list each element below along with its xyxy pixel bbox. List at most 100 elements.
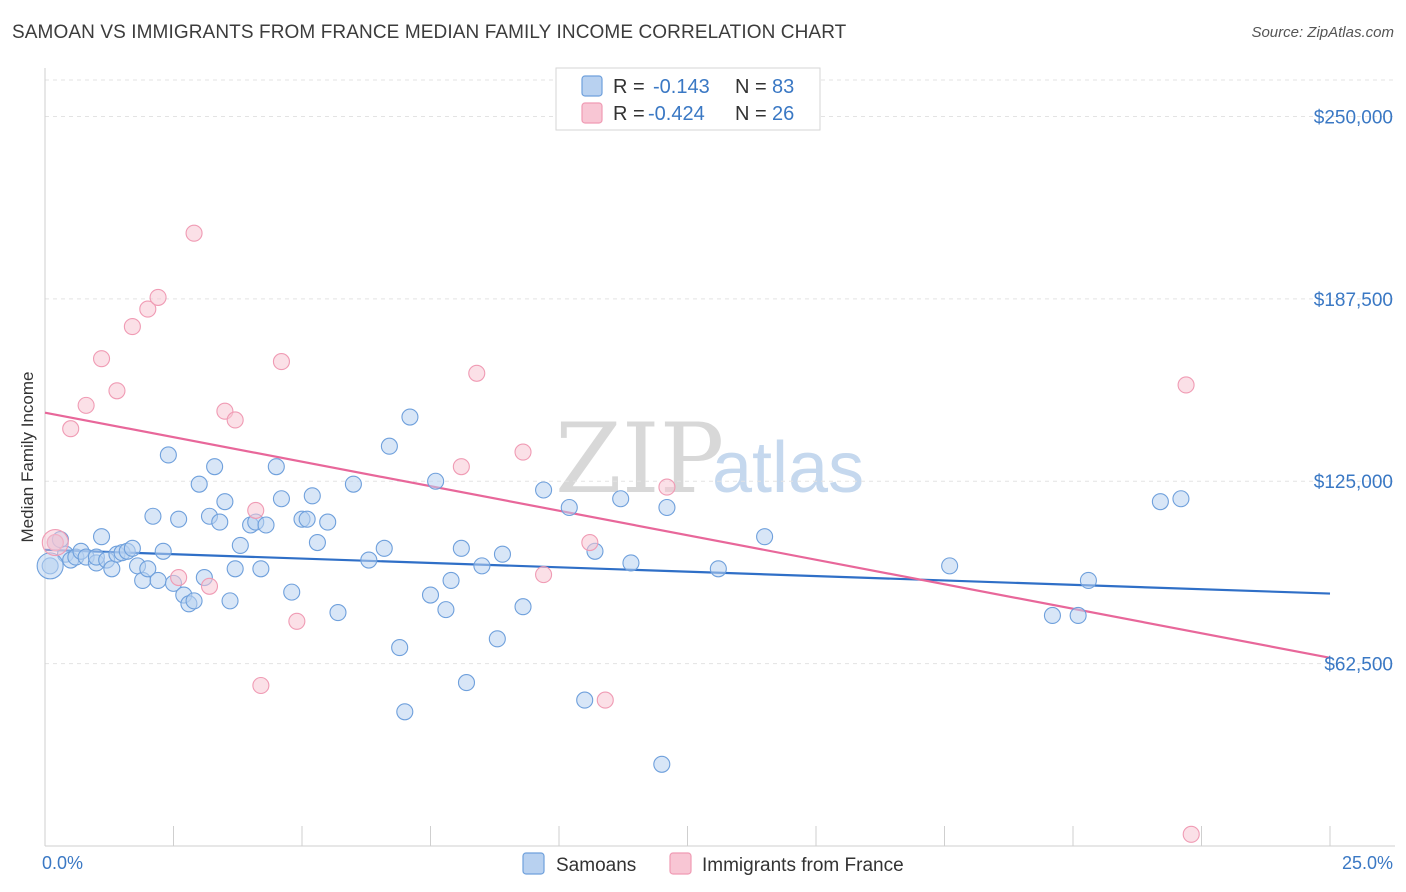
legend-n-value: 83 xyxy=(772,76,794,98)
samoan-point xyxy=(1043,606,1061,625)
france-point xyxy=(452,458,470,476)
france-point xyxy=(1182,825,1200,843)
samoan-point xyxy=(514,598,532,616)
france-point xyxy=(288,612,306,630)
samoan-point xyxy=(493,545,512,563)
samoan-point xyxy=(103,560,121,578)
samoan-point xyxy=(267,458,285,476)
samoan-point xyxy=(488,630,506,648)
samoan-point xyxy=(226,560,244,578)
bottom-legend-swatch-samoans xyxy=(522,852,545,875)
samoan-point xyxy=(380,437,398,455)
legend-n-label: N = xyxy=(735,76,767,98)
samoan-point xyxy=(658,498,676,517)
france-point xyxy=(77,396,95,414)
bottom-legend-label-samoans: Samoans xyxy=(556,855,636,876)
samoan-point xyxy=(396,703,414,721)
legend-r-label: R = xyxy=(613,76,645,98)
samoan-point xyxy=(653,755,671,773)
france-point xyxy=(226,411,244,429)
samoan-point xyxy=(92,528,111,546)
samoan-point xyxy=(221,592,239,610)
samoan-point xyxy=(437,601,455,619)
y-tick-labels: $62,500 $125,000 $187,500 $250,000 xyxy=(1314,107,1393,675)
samoan-point xyxy=(427,472,445,490)
samoan-point xyxy=(421,586,440,604)
samoan-point xyxy=(216,493,234,511)
france-point xyxy=(596,691,614,709)
samoan-point xyxy=(257,516,275,534)
france-point xyxy=(658,478,676,496)
samoan-point xyxy=(298,510,316,528)
samoan-point xyxy=(401,408,419,426)
y-tick-label: $250,000 xyxy=(1314,107,1393,128)
france-point xyxy=(468,364,486,382)
france-point xyxy=(1177,376,1195,394)
samoan-point xyxy=(149,571,167,590)
france-point xyxy=(247,501,265,519)
samoan-point xyxy=(756,528,774,546)
france-point xyxy=(92,350,111,368)
samoan-point xyxy=(123,539,141,557)
chart-source: Source: ZipAtlas.com xyxy=(1251,24,1394,41)
samoan-point xyxy=(252,560,270,578)
x-tick-label: 25.0% xyxy=(1342,853,1393,873)
france-point xyxy=(200,577,219,595)
samoan-point xyxy=(231,536,249,554)
legend-box: R = -0.143 N = 83 R = -0.424 N = 26 xyxy=(555,67,821,131)
samoan-point xyxy=(283,583,301,601)
legend-n-label: N = xyxy=(735,103,767,125)
france-point xyxy=(139,300,157,318)
samoan-point xyxy=(344,475,362,493)
samoan-point xyxy=(560,498,578,517)
france-point-cluster xyxy=(41,528,69,557)
samoan-point xyxy=(442,571,460,590)
france-trend-line xyxy=(44,411,1331,659)
y-tick-label: $187,500 xyxy=(1314,290,1393,311)
samoan-point xyxy=(206,458,224,476)
samoan-point xyxy=(1151,493,1169,511)
france-point xyxy=(535,566,553,584)
france-point xyxy=(185,224,203,242)
y-axis-label: Median Family Income xyxy=(18,371,37,542)
samoan-point xyxy=(709,560,727,578)
france-point xyxy=(272,353,290,371)
samoan-point xyxy=(1079,571,1097,590)
samoan-point xyxy=(303,487,321,505)
france-point xyxy=(62,420,80,438)
france-point xyxy=(514,443,532,461)
samoan-point xyxy=(473,557,491,575)
samoan-point xyxy=(170,510,188,528)
samoan-point xyxy=(360,551,378,569)
samoan-point xyxy=(375,539,393,557)
samoan-point-cluster xyxy=(36,552,64,580)
samoan-point xyxy=(457,674,476,692)
samoan-point xyxy=(622,554,640,572)
trend-lines xyxy=(44,411,1331,659)
y-tick-label: $125,000 xyxy=(1314,472,1393,493)
samoan-point xyxy=(391,639,409,657)
legend-row-samoans: R = -0.143 N = 83 xyxy=(581,75,794,98)
samoan-point xyxy=(1069,606,1087,625)
samoan-point xyxy=(612,490,630,508)
samoan-point xyxy=(190,475,208,493)
axes xyxy=(44,68,1395,847)
france-point xyxy=(123,318,141,336)
samoan-point xyxy=(576,691,594,709)
legend-r-value: -0.143 xyxy=(653,76,710,98)
legend-n-value: 26 xyxy=(772,103,794,125)
watermark: ZIP atlas xyxy=(555,403,864,515)
samoan-point xyxy=(329,604,347,622)
samoan-point xyxy=(941,557,959,575)
bottom-legend: Samoans Immigrants from France xyxy=(522,852,904,876)
samoan-point xyxy=(159,446,177,464)
watermark-atlas: atlas xyxy=(712,428,864,508)
france-point xyxy=(581,533,599,552)
france-point xyxy=(252,676,270,695)
france-point xyxy=(149,288,167,306)
legend-r-value: -0.424 xyxy=(648,103,705,125)
samoan-point xyxy=(452,539,470,557)
legend-swatch-samoans xyxy=(581,75,603,97)
samoan-trend-line xyxy=(44,548,1331,595)
